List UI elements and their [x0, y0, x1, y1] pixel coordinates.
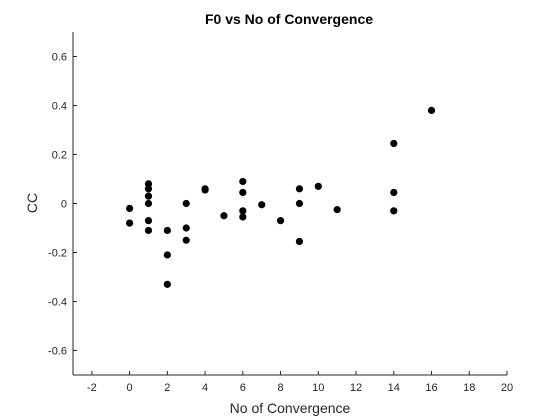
data-point: [239, 188, 247, 197]
x-tick-label: 16: [425, 382, 437, 394]
data-point: [144, 199, 153, 208]
data-point: [276, 217, 285, 225]
x-tick-label: 10: [312, 382, 324, 394]
y-tick-label: -0.4: [48, 297, 67, 309]
x-tick-label: 14: [388, 382, 400, 394]
data-point: [258, 201, 266, 209]
data-point: [390, 207, 398, 215]
data-point: [220, 212, 228, 220]
x-axis-label: No of Convergence: [230, 400, 351, 416]
data-point: [163, 226, 171, 235]
x-tick-label: 18: [463, 382, 475, 394]
y-tick-label: 0.2: [52, 150, 67, 162]
data-point: [239, 177, 247, 186]
data-point: [182, 236, 190, 244]
data-point: [427, 106, 436, 114]
data-point: [144, 217, 153, 225]
x-tick-label: 8: [278, 382, 284, 394]
x-tick-label: 6: [240, 382, 246, 394]
data-point: [144, 192, 153, 200]
data-point: [126, 204, 134, 212]
data-point: [390, 188, 398, 197]
x-tick-label: 20: [501, 382, 513, 394]
y-axis-ticks: -0.6 -0.4 -0.2 0 0.2 0.4 0.6: [48, 52, 77, 358]
chart-title: F0 vs No of Convergence: [205, 11, 373, 27]
data-point: [126, 219, 134, 227]
data-point: [201, 186, 209, 194]
data-point: [163, 280, 171, 288]
data-point: [182, 224, 190, 232]
data-point: [295, 199, 304, 208]
data-point: [314, 182, 322, 190]
x-axis-ticks: -2 0 2 4 6 8 10 12 14 16 18 20: [87, 371, 513, 394]
data-point: [295, 237, 304, 246]
data-point: [182, 199, 190, 208]
x-tick-label: 0: [127, 382, 133, 394]
y-tick-label: 0.4: [52, 101, 67, 113]
data-point: [295, 185, 304, 193]
y-axis-label: CC: [24, 193, 40, 213]
data-point: [239, 207, 247, 215]
y-tick-label: -0.6: [48, 346, 67, 358]
y-tick-label: -0.2: [48, 248, 67, 260]
data-point: [144, 185, 153, 193]
data-point: [239, 213, 247, 221]
plot-area: [72, 32, 507, 376]
y-tick-label: 0: [61, 199, 67, 211]
x-tick-label: -2: [87, 382, 97, 394]
x-tick-label: 2: [164, 382, 170, 394]
data-point: [333, 206, 341, 214]
data-point: [163, 251, 171, 259]
data-point: [144, 226, 153, 235]
data-point: [390, 139, 398, 148]
x-tick-label: 12: [350, 382, 362, 394]
scatter-points: [126, 106, 436, 288]
x-tick-label: 4: [202, 382, 208, 394]
y-tick-label: 0.6: [52, 52, 67, 64]
